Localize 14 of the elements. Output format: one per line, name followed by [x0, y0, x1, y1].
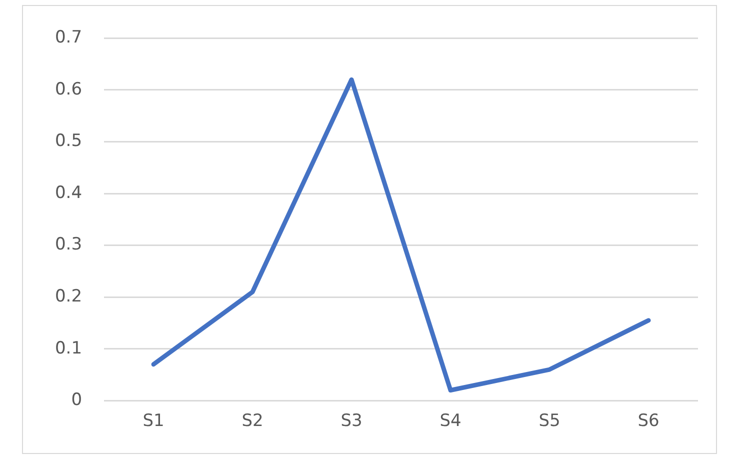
- y-tick-label: 0.3: [54, 234, 82, 255]
- y-tick-label: 0.6: [54, 79, 82, 100]
- x-tick-label: S5: [538, 411, 560, 432]
- x-tick-label: S3: [340, 411, 362, 432]
- y-tick-label: 0.4: [54, 182, 82, 203]
- y-tick-label: 0.1: [54, 338, 82, 358]
- y-tick-label: 0.7: [54, 28, 82, 48]
- x-tick-label: S6: [638, 411, 660, 432]
- y-tick-label: 0.5: [54, 131, 82, 152]
- y-tick-label: 0: [71, 390, 82, 410]
- x-tick-label: S4: [440, 411, 462, 432]
- x-tick-label: S2: [242, 411, 264, 432]
- y-tick-label: 0.2: [54, 286, 82, 306]
- x-tick-label: S1: [142, 411, 164, 432]
